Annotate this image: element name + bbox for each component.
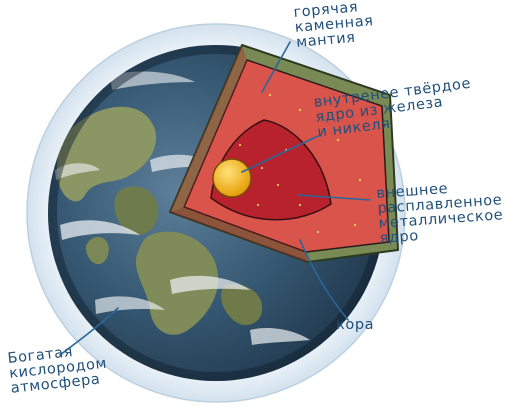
leader-lines [59,41,371,356]
mantle-leader-line [261,41,291,93]
outer-core-leader-line [297,194,371,201]
crust-label: кора [336,317,375,333]
atmosphere-leader-line [59,307,119,356]
mantle-label: горячая каменная мантия [292,0,375,51]
mantle-speckles [238,93,362,234]
earth-cutaway-wedge [169,44,399,263]
inner-core-leader-line [241,135,319,173]
outer-core-label: внешнее расплавленное металлическое ядро [375,180,504,247]
inner-core [212,158,252,198]
crust-leader-line [299,239,349,321]
